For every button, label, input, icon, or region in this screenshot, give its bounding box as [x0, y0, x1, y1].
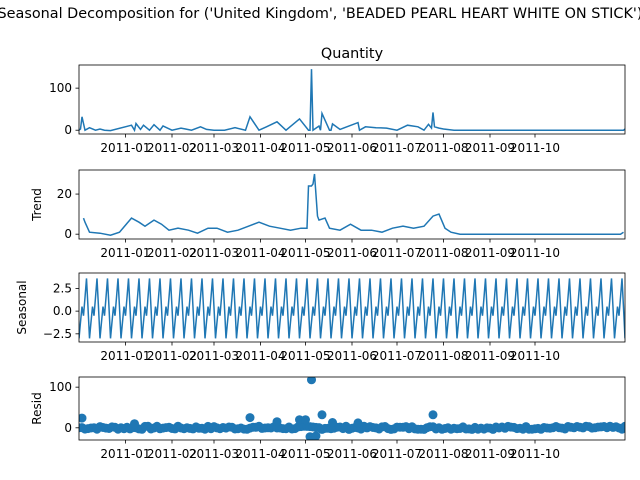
y-axis-label: Trend [30, 188, 44, 222]
panel-trend: 0202011-012011-022011-032011-042011-0520… [30, 169, 626, 260]
figure-suptitle: Seasonal Decomposition for ('United King… [0, 6, 640, 22]
resid-outlier-point [328, 418, 337, 427]
x-tick-label: 2011-01 [100, 246, 150, 260]
plot-area [79, 69, 625, 133]
y-tick-label: 100 [49, 81, 72, 95]
x-tick-label: 2011-07 [372, 141, 422, 155]
y-tick-label: 0.0 [53, 304, 72, 318]
resid-outlier-point [272, 417, 282, 427]
y-axis-label: Seasonal [15, 280, 29, 334]
panel-seasonal: −2.50.02.52011-012011-022011-032011-0420… [15, 272, 626, 363]
x-tick-label: 2011-06 [327, 349, 377, 363]
resid-outlier-point [428, 410, 438, 420]
series-line [82, 173, 624, 236]
x-tick-label: 2011-03 [189, 447, 239, 461]
panels: 01002011-012011-022011-032011-042011-052… [15, 46, 626, 461]
x-tick-label: 2011-08 [418, 447, 468, 461]
resid-outlier-point [353, 418, 363, 428]
x-tick-label: 2011-07 [372, 246, 422, 260]
x-tick-label: 2011-05 [280, 349, 330, 363]
y-tick-label: 0 [64, 123, 72, 137]
x-tick-label: 2011-05 [280, 246, 330, 260]
x-tick-label: 2011-06 [327, 447, 377, 461]
resid-outlier-point [301, 415, 310, 425]
x-tick-label: 2011-04 [235, 447, 285, 461]
x-tick-label: 2011-03 [189, 349, 239, 363]
y-tick-label: 20 [57, 187, 72, 201]
resid-outlier-point [307, 377, 316, 385]
x-tick-label: 2011-02 [147, 246, 197, 260]
plot-area [82, 173, 624, 236]
y-axis-label: Resid [30, 392, 44, 424]
x-tick-label: 2011-02 [147, 141, 197, 155]
x-tick-label: 2011-09 [465, 447, 515, 461]
x-tick-label: 2011-03 [189, 141, 239, 155]
x-tick-label: 2011-01 [100, 349, 150, 363]
x-tick-label: 2011-04 [235, 246, 285, 260]
x-tick-label: 2011-10 [510, 349, 560, 363]
x-tick-label: 2011-01 [100, 141, 150, 155]
panel-title: Quantity [321, 46, 384, 62]
x-tick-label: 2011-04 [235, 349, 285, 363]
x-tick-label: 2011-09 [465, 141, 515, 155]
resid-outlier-point [130, 419, 139, 429]
x-tick-label: 2011-08 [418, 246, 468, 260]
y-tick-label: 2.5 [53, 281, 72, 295]
resid-outlier-point [311, 431, 321, 440]
plot-area [79, 377, 625, 440]
x-tick-label: 2011-01 [100, 447, 150, 461]
x-tick-label: 2011-08 [418, 349, 468, 363]
x-tick-label: 2011-03 [189, 246, 239, 260]
x-tick-label: 2011-07 [372, 349, 422, 363]
x-tick-label: 2011-06 [327, 246, 377, 260]
y-tick-label: 0 [64, 421, 72, 435]
x-tick-label: 2011-02 [147, 349, 197, 363]
x-tick-label: 2011-05 [280, 141, 330, 155]
resid-outlier-point [79, 413, 87, 423]
resid-outlier-point [245, 413, 255, 423]
x-tick-label: 2011-06 [327, 141, 377, 155]
x-tick-label: 2011-05 [280, 447, 330, 461]
y-tick-label: −2.5 [43, 327, 72, 341]
panel-resid: 01002011-012011-022011-032011-042011-052… [30, 376, 626, 461]
seasonal-line [79, 278, 625, 339]
panel-quantity: 01002011-012011-022011-032011-042011-052… [49, 46, 626, 155]
x-tick-label: 2011-10 [510, 141, 560, 155]
axes-frame [78, 64, 626, 135]
x-tick-label: 2011-09 [465, 246, 515, 260]
y-tick-label: 0 [64, 227, 72, 241]
axes-frame [78, 169, 626, 240]
x-tick-label: 2011-07 [372, 447, 422, 461]
x-tick-label: 2011-04 [235, 141, 285, 155]
resid-outlier-point [317, 410, 327, 420]
x-tick-label: 2011-02 [147, 447, 197, 461]
x-tick-label: 2011-10 [510, 447, 560, 461]
x-tick-label: 2011-10 [510, 246, 560, 260]
x-tick-label: 2011-08 [418, 141, 468, 155]
resid-point [620, 421, 625, 431]
y-tick-label: 100 [49, 380, 72, 394]
x-tick-label: 2011-09 [465, 349, 515, 363]
plot-area [79, 278, 625, 339]
series-line [79, 69, 625, 133]
